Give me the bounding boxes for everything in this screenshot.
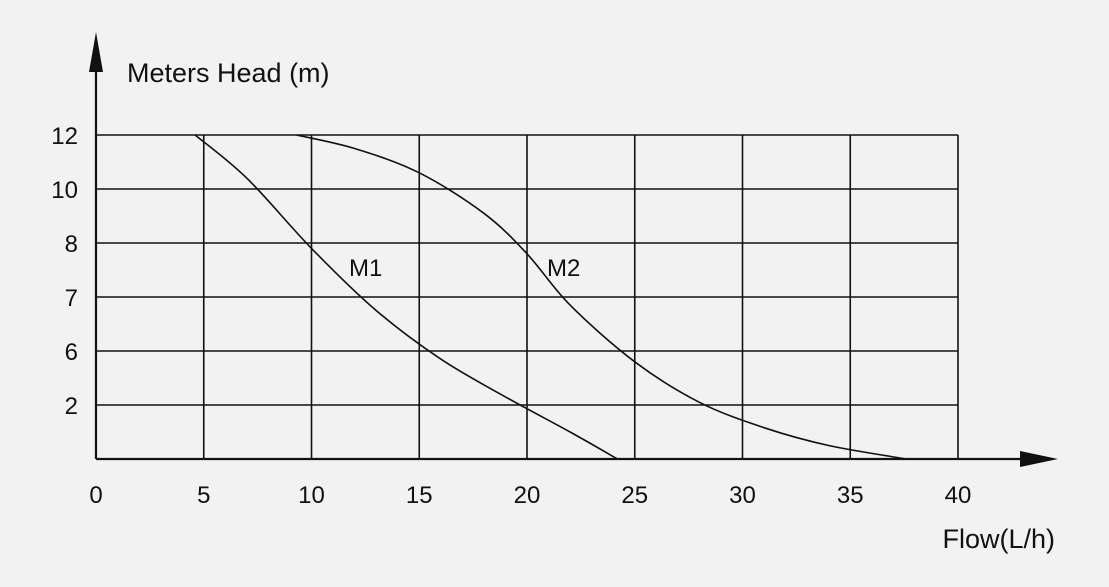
series-label-m1: M1: [349, 255, 382, 282]
x-axis-title: Flow(L/h): [942, 524, 1055, 554]
x-tick-label: 40: [945, 482, 972, 509]
y-axis-title: Meters Head (m): [127, 58, 330, 88]
x-tick-label: 25: [621, 482, 648, 509]
y-tick-label: 2: [65, 393, 78, 420]
grid: [96, 134, 959, 459]
tick-labels: 0 5 10 15 20 25 30 35 40 2 6 7 8 10 12: [51, 123, 971, 509]
axes: [89, 32, 1058, 467]
y-axis-arrow: [89, 32, 103, 72]
series-labels: M1 M2: [349, 255, 580, 282]
x-tick-label: 20: [514, 482, 541, 509]
x-tick-label: 0: [89, 482, 102, 509]
series-label-m2: M2: [547, 255, 580, 282]
x-tick-label: 5: [197, 482, 210, 509]
y-tick-label: 12: [51, 123, 78, 150]
y-tick-label: 10: [51, 177, 78, 204]
x-axis-arrow: [1020, 451, 1058, 467]
series-lines: [194, 134, 907, 460]
x-tick-label: 30: [729, 482, 756, 509]
y-tick-label: 7: [65, 285, 78, 312]
series-line-m1: [194, 134, 618, 460]
x-tick-label: 15: [406, 482, 433, 509]
series-line-m2: [296, 134, 907, 460]
x-tick-label: 35: [837, 482, 864, 509]
y-tick-label: 8: [65, 231, 78, 258]
x-tick-label: 10: [298, 482, 325, 509]
y-tick-label: 6: [65, 339, 78, 366]
